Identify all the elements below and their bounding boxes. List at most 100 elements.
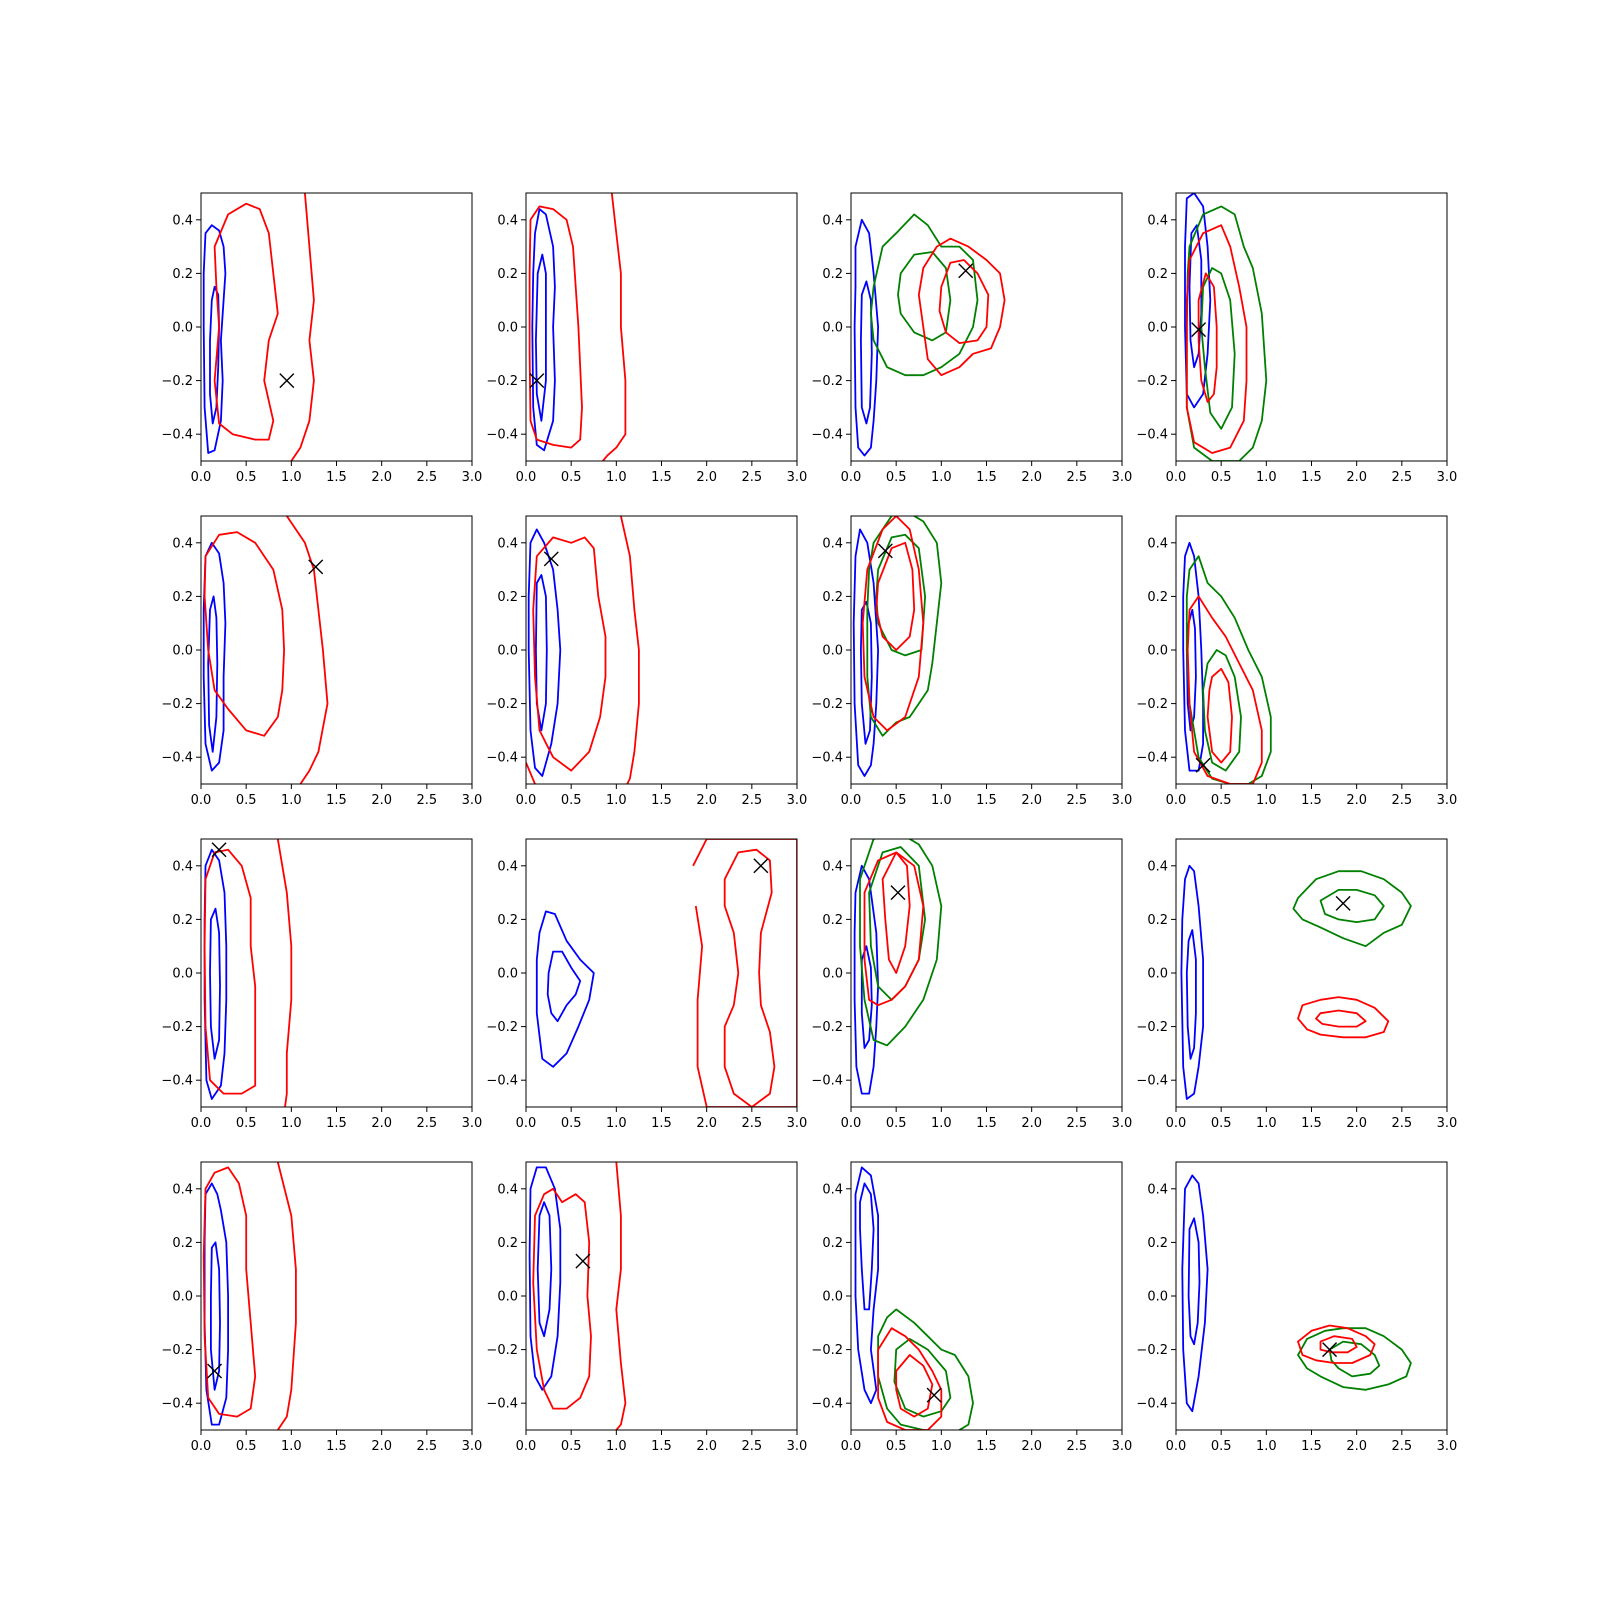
x-tick-label: 1.5 — [326, 1439, 347, 1454]
contour-red-2 — [202, 1166, 257, 1418]
plot-area — [202, 193, 315, 461]
x-tick-label: 3.0 — [462, 1116, 483, 1131]
x-tick-label: 1.5 — [651, 1439, 672, 1454]
y-tick-label: 0.0 — [497, 644, 518, 659]
x-marker — [877, 543, 893, 559]
x-tick-label: 2.5 — [1066, 1116, 1087, 1131]
contour-green-3 — [893, 1338, 952, 1418]
x-tick-label: 0.5 — [1211, 793, 1232, 808]
contour-red-4 — [1297, 1324, 1376, 1364]
panel-r2-c1: 0.0 0.5 1.0 1.5 2.0 2.5 3.0 −0.4 −0.2 0.0 0.2 0.4 — [486, 838, 808, 1131]
contour-blue-0 — [853, 218, 879, 457]
contour-blue-0 — [1181, 1174, 1209, 1413]
y-tick-label: −0.4 — [486, 428, 518, 443]
x-tick-label: 0.0 — [841, 470, 862, 485]
x-tick-label: 3.0 — [1437, 793, 1458, 808]
x-tick-label: 3.0 — [787, 1116, 808, 1131]
y-tick-label: −0.4 — [811, 1397, 843, 1412]
x-tick-label: 3.0 — [787, 470, 808, 485]
x-tick-label: 1.0 — [281, 1116, 302, 1131]
x-tick-label: 3.0 — [787, 1439, 808, 1454]
y-tick-label: 0.4 — [172, 859, 193, 874]
x-marker — [279, 373, 295, 389]
x-tick-label: 1.5 — [976, 793, 997, 808]
contour-green-2 — [866, 516, 943, 737]
contour-red-5 — [881, 851, 911, 974]
x-tick-label: 2.5 — [416, 1116, 437, 1131]
contour-red-4 — [1297, 996, 1390, 1039]
contour-red-3 — [276, 1162, 297, 1430]
x-tick-label: 1.0 — [281, 470, 302, 485]
y-tick-label: 0.2 — [822, 267, 843, 282]
contour-green-3 — [1202, 649, 1242, 772]
y-tick-label: −0.4 — [161, 1074, 193, 1089]
x-tick-label: 0.0 — [191, 793, 212, 808]
x-tick-label: 1.0 — [931, 793, 952, 808]
y-tick-label: −0.4 — [811, 428, 843, 443]
y-tick-label: −0.4 — [486, 1397, 518, 1412]
contour-red-3 — [290, 193, 315, 461]
x-tick-label: 0.0 — [1166, 1116, 1187, 1131]
y-tick-label: −0.2 — [1136, 374, 1168, 389]
y-tick-label: 0.2 — [1147, 267, 1168, 282]
plot-area — [202, 516, 329, 784]
x-tick-label: 0.0 — [516, 1116, 537, 1131]
x-tick-label: 0.0 — [516, 1439, 537, 1454]
x-tick-label: 0.0 — [1166, 793, 1187, 808]
x-tick-label: 3.0 — [462, 470, 483, 485]
x-tick-label: 2.5 — [416, 470, 437, 485]
y-tick-label: 0.0 — [822, 1290, 843, 1305]
x-tick-label: 2.0 — [1021, 1116, 1042, 1131]
panel-r0-c3: 0.0 0.5 1.0 1.5 2.0 2.5 3.0 −0.4 −0.2 0.0 0.2 0.4 — [1136, 192, 1457, 485]
contour-blue-1 — [535, 253, 547, 422]
plot-area — [526, 516, 640, 784]
contour-blue-1 — [210, 1241, 221, 1391]
x-tick-label: 2.5 — [1391, 1439, 1412, 1454]
x-tick-label: 1.0 — [1256, 470, 1277, 485]
y-tick-label: 0.4 — [822, 859, 843, 874]
x-tick-label: 3.0 — [1112, 470, 1133, 485]
y-tick-label: 0.2 — [172, 590, 193, 605]
contour-blue-1 — [859, 1182, 875, 1311]
x-tick-label: 3.0 — [1112, 1116, 1133, 1131]
x-tick-label: 2.0 — [1021, 1439, 1042, 1454]
contour-green-3 — [1328, 1340, 1381, 1378]
x-tick-label: 0.0 — [841, 1116, 862, 1131]
x-tick-label: 2.0 — [371, 1439, 392, 1454]
y-tick-label: −0.2 — [161, 1020, 193, 1035]
x-marker — [543, 551, 559, 567]
x-tick-label: 2.5 — [741, 1116, 762, 1131]
x-tick-label: 1.5 — [651, 793, 672, 808]
contour-blue-1 — [1185, 929, 1197, 1060]
contour-red-5 — [1319, 1335, 1358, 1354]
y-tick-label: 0.0 — [172, 967, 193, 982]
y-tick-label: 0.4 — [172, 536, 193, 551]
y-tick-label: 0.0 — [1147, 967, 1168, 982]
x-tick-label: 2.0 — [696, 470, 717, 485]
x-tick-label: 0.5 — [236, 470, 257, 485]
x-tick-label: 2.0 — [1346, 1439, 1367, 1454]
y-tick-label: 0.4 — [172, 213, 193, 228]
x-tick-label: 0.0 — [516, 470, 537, 485]
contour-red-5 — [895, 1354, 934, 1418]
panel-r2-c0: 0.0 0.5 1.0 1.5 2.0 2.5 3.0 −0.4 −0.2 0.0 0.2 0.4 — [161, 838, 483, 1131]
contour-red-5 — [875, 541, 916, 651]
x-tick-label: 2.0 — [371, 793, 392, 808]
contour-blue-0 — [1182, 541, 1204, 772]
contour-blue-0 — [853, 864, 879, 1095]
contour-red-3 — [276, 839, 293, 1107]
y-tick-label: 0.2 — [1147, 913, 1168, 928]
y-tick-label: 0.2 — [497, 1236, 518, 1251]
y-tick-label: 0.0 — [497, 1290, 518, 1305]
y-tick-label: 0.4 — [822, 536, 843, 551]
x-tick-label: 2.0 — [696, 1439, 717, 1454]
x-tick-label: 0.0 — [1166, 470, 1187, 485]
contour-green-2 — [1292, 870, 1412, 948]
x-tick-label: 1.5 — [1301, 1116, 1322, 1131]
contour-red-2 — [213, 202, 279, 441]
y-tick-label: 0.4 — [1147, 536, 1168, 551]
plot-area — [1181, 1174, 1412, 1413]
contour-red-5 — [1315, 1009, 1367, 1028]
contour-blue-1 — [546, 950, 582, 1023]
y-tick-label: 0.0 — [172, 644, 193, 659]
